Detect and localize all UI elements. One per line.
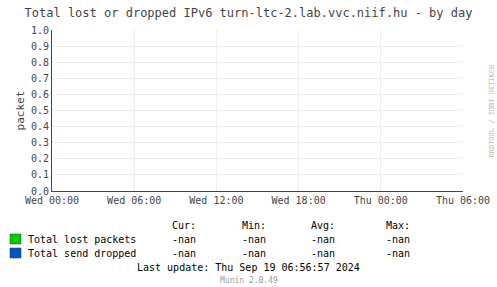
svg-text:Total send dropped: Total send dropped bbox=[28, 248, 136, 259]
svg-text:0.7: 0.7 bbox=[31, 73, 49, 84]
svg-text:0.2: 0.2 bbox=[31, 153, 49, 164]
svg-text:Thu 00:00: Thu 00:00 bbox=[354, 195, 408, 206]
svg-text:Wed 06:00: Wed 06:00 bbox=[107, 195, 161, 206]
svg-text:-nan: -nan bbox=[242, 248, 266, 259]
svg-text:Thu 06:00: Thu 06:00 bbox=[436, 195, 490, 206]
svg-text:Max:: Max: bbox=[386, 220, 410, 231]
svg-text:-nan: -nan bbox=[386, 248, 410, 259]
svg-text:packet: packet bbox=[14, 91, 27, 131]
svg-text:Min:: Min: bbox=[242, 220, 266, 231]
svg-text:-nan: -nan bbox=[311, 248, 335, 259]
svg-text:-nan: -nan bbox=[386, 234, 410, 245]
svg-text:Total lost packets: Total lost packets bbox=[28, 234, 136, 245]
svg-text:Wed 12:00: Wed 12:00 bbox=[189, 195, 243, 206]
svg-text:RRDTOOL / TOBI OETIKER: RRDTOOL / TOBI OETIKER bbox=[488, 64, 496, 158]
svg-text:-nan: -nan bbox=[172, 248, 196, 259]
svg-text:Wed 18:00: Wed 18:00 bbox=[272, 195, 326, 206]
svg-text:Munin 2.0.49: Munin 2.0.49 bbox=[220, 276, 278, 285]
svg-text:0.0: 0.0 bbox=[31, 186, 49, 197]
svg-text:Avg:: Avg: bbox=[311, 220, 335, 231]
svg-text:-nan: -nan bbox=[242, 234, 266, 245]
svg-text:0.4: 0.4 bbox=[31, 121, 49, 132]
svg-text:-nan: -nan bbox=[172, 234, 196, 245]
svg-text:0.1: 0.1 bbox=[31, 169, 49, 180]
svg-text:0.6: 0.6 bbox=[31, 89, 49, 100]
svg-text:0.5: 0.5 bbox=[31, 105, 49, 116]
svg-text:Cur:: Cur: bbox=[172, 220, 196, 231]
svg-text:Last update: Thu Sep 19 06:56:: Last update: Thu Sep 19 06:56:57 2024 bbox=[137, 262, 360, 273]
svg-text:Total lost or dropped IPv6 tur: Total lost or dropped IPv6 turn-ltc-2.la… bbox=[25, 6, 473, 20]
svg-text:Wed 00:00: Wed 00:00 bbox=[25, 195, 79, 206]
svg-text:-nan: -nan bbox=[311, 234, 335, 245]
svg-text:0.3: 0.3 bbox=[31, 137, 49, 148]
svg-text:0.8: 0.8 bbox=[31, 57, 49, 68]
svg-text:0.9: 0.9 bbox=[31, 41, 49, 52]
svg-text:1.0: 1.0 bbox=[31, 25, 49, 36]
